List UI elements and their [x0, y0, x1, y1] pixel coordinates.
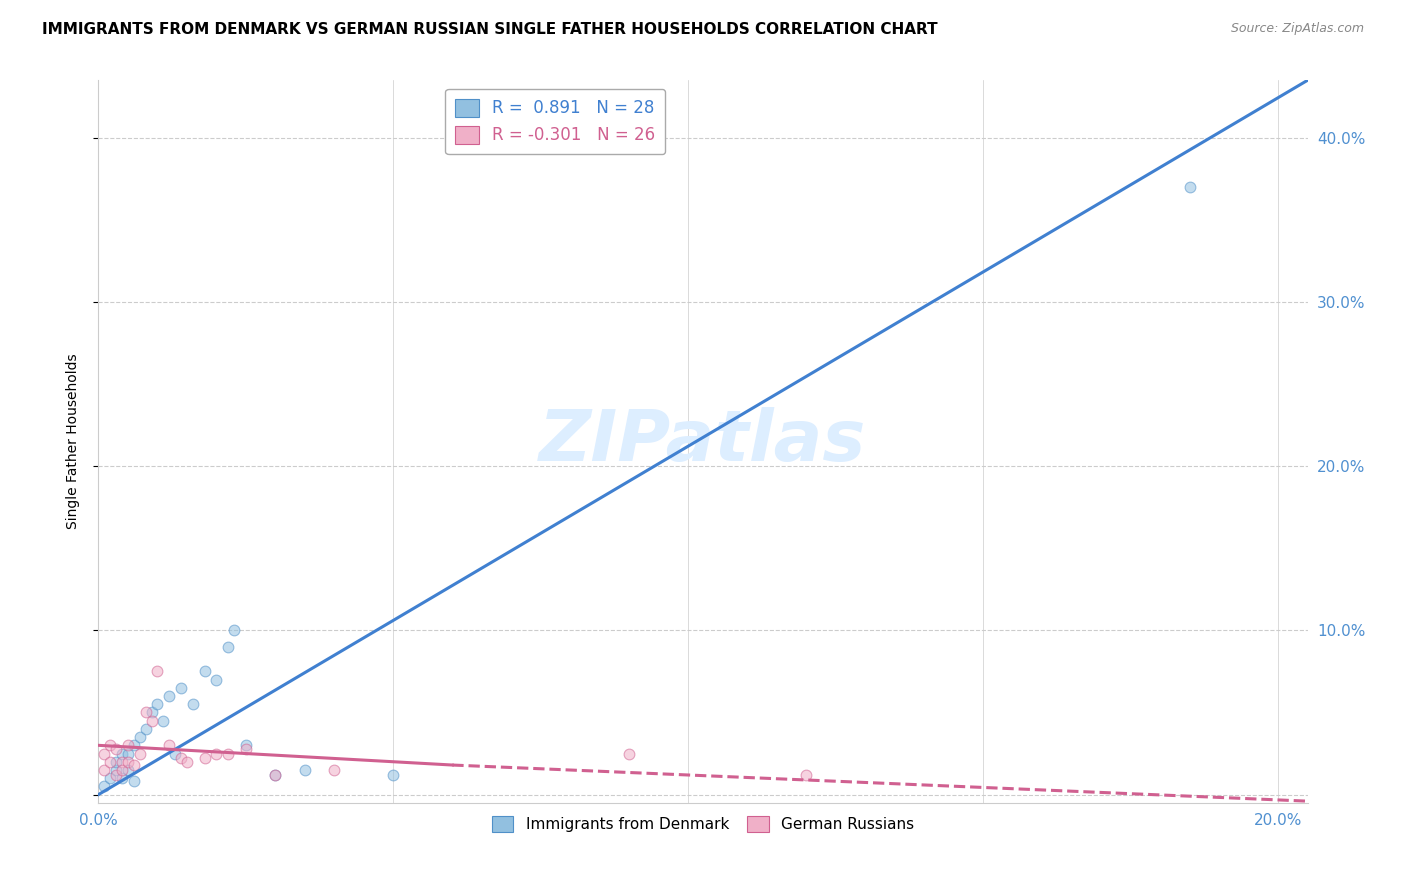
- Point: [217, 747, 239, 761]
- Point: [93, 763, 115, 777]
- Point: [152, 714, 174, 728]
- Point: [122, 774, 145, 789]
- Point: [98, 755, 121, 769]
- Point: [170, 681, 193, 695]
- Point: [105, 763, 128, 777]
- Point: [135, 706, 157, 720]
- Point: [141, 714, 163, 728]
- Point: [128, 730, 150, 744]
- Point: [235, 739, 257, 753]
- Point: [117, 747, 139, 761]
- Point: [222, 624, 245, 638]
- Point: [135, 722, 157, 736]
- Point: [157, 689, 180, 703]
- Point: [181, 698, 204, 712]
- Point: [323, 763, 346, 777]
- Point: [98, 771, 121, 785]
- Point: [794, 768, 817, 782]
- Point: [217, 640, 239, 654]
- Point: [264, 768, 287, 782]
- Point: [122, 739, 145, 753]
- Point: [170, 751, 193, 765]
- Point: [111, 747, 134, 761]
- Point: [111, 763, 134, 777]
- Point: [205, 673, 228, 687]
- Point: [146, 665, 169, 679]
- Point: [117, 755, 139, 769]
- Point: [117, 763, 139, 777]
- Point: [98, 739, 121, 753]
- Point: [93, 747, 115, 761]
- Text: Source: ZipAtlas.com: Source: ZipAtlas.com: [1230, 22, 1364, 36]
- Point: [235, 741, 257, 756]
- Text: IMMIGRANTS FROM DENMARK VS GERMAN RUSSIAN SINGLE FATHER HOUSEHOLDS CORRELATION C: IMMIGRANTS FROM DENMARK VS GERMAN RUSSIA…: [42, 22, 938, 37]
- Point: [146, 698, 169, 712]
- Point: [194, 665, 217, 679]
- Point: [165, 747, 187, 761]
- Point: [111, 755, 134, 769]
- Point: [105, 768, 128, 782]
- Point: [122, 758, 145, 772]
- Point: [128, 747, 150, 761]
- Point: [141, 706, 163, 720]
- Point: [157, 739, 180, 753]
- Point: [264, 768, 287, 782]
- Point: [111, 771, 134, 785]
- Point: [117, 739, 139, 753]
- Point: [205, 747, 228, 761]
- Legend: Immigrants from Denmark, German Russians: Immigrants from Denmark, German Russians: [486, 810, 920, 838]
- Point: [194, 751, 217, 765]
- Point: [176, 755, 198, 769]
- Point: [93, 780, 115, 794]
- Y-axis label: Single Father Households: Single Father Households: [66, 354, 80, 529]
- Text: ZIPatlas: ZIPatlas: [540, 407, 866, 476]
- Point: [294, 763, 316, 777]
- Point: [382, 768, 405, 782]
- Point: [105, 741, 128, 756]
- Point: [1178, 180, 1201, 194]
- Point: [105, 755, 128, 769]
- Point: [619, 747, 641, 761]
